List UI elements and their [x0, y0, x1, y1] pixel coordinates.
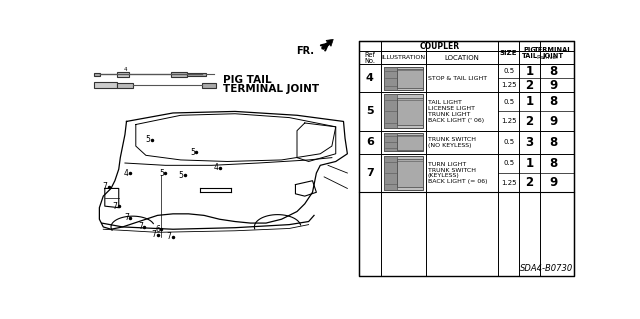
Bar — [397, 69, 422, 87]
Text: FR.: FR. — [296, 46, 314, 56]
Text: 0.5: 0.5 — [503, 139, 514, 145]
Text: 8: 8 — [549, 136, 557, 149]
Text: PIG TAIL: PIG TAIL — [223, 75, 272, 85]
Text: 4: 4 — [124, 168, 129, 178]
Bar — [384, 67, 422, 90]
Text: 6: 6 — [155, 225, 160, 234]
Text: 9: 9 — [549, 176, 557, 189]
Text: TRUNK SWITCH
(NO KEYLESS): TRUNK SWITCH (NO KEYLESS) — [428, 137, 476, 148]
Bar — [94, 82, 117, 88]
Text: TURN LIGHT
TRUNK SWITCH
(KEYLESS)
BACK LIGHT (= 06): TURN LIGHT TRUNK SWITCH (KEYLESS) BACK L… — [428, 162, 488, 184]
Text: SDA4-B0730: SDA4-B0730 — [520, 264, 573, 273]
Bar — [187, 73, 206, 76]
Text: 7: 7 — [166, 233, 172, 241]
Text: 2: 2 — [525, 79, 534, 92]
Text: 3: 3 — [525, 136, 534, 149]
Text: 7: 7 — [138, 222, 143, 231]
Text: TAIL LIGHT
LICENSE LIGHT
TRUNK LIGHT
BACK LIGHT (' 06): TAIL LIGHT LICENSE LIGHT TRUNK LIGHT BAC… — [428, 100, 484, 122]
Bar — [384, 133, 397, 152]
Bar — [202, 83, 216, 88]
Text: 0.5: 0.5 — [503, 99, 514, 105]
Text: 4: 4 — [124, 67, 127, 72]
Bar — [117, 83, 132, 87]
Bar — [397, 160, 422, 187]
Bar — [384, 67, 397, 90]
Text: 1: 1 — [525, 157, 534, 170]
Text: TERMINAL
JOINT: TERMINAL JOINT — [534, 47, 572, 59]
Bar — [397, 135, 422, 150]
Text: 7: 7 — [151, 230, 156, 239]
Text: ILLUSTRATION: ILLUSTRATION — [381, 56, 425, 60]
Text: 5: 5 — [179, 171, 183, 180]
Bar — [172, 72, 187, 77]
Text: 7: 7 — [102, 182, 108, 191]
Text: 5: 5 — [366, 107, 374, 116]
Text: 1: 1 — [525, 65, 534, 78]
Text: STOP & TAIL LIGHT: STOP & TAIL LIGHT — [428, 76, 487, 81]
Text: 4: 4 — [366, 73, 374, 83]
Text: 1.25: 1.25 — [501, 180, 516, 186]
Text: TERMINAL JOINT: TERMINAL JOINT — [223, 84, 319, 94]
Bar — [117, 72, 129, 77]
Bar — [397, 98, 422, 125]
Text: 8: 8 — [549, 95, 557, 108]
Bar — [384, 156, 422, 190]
Text: Ref
No.: Ref No. — [364, 52, 375, 64]
Text: COUPLER: COUPLER — [419, 42, 460, 51]
Text: 5: 5 — [159, 168, 164, 178]
Text: SIZE: SIZE — [500, 50, 517, 56]
Text: 0.5: 0.5 — [503, 68, 514, 74]
Bar — [384, 94, 397, 128]
Text: 8: 8 — [549, 65, 557, 78]
Text: 9: 9 — [549, 79, 557, 92]
Bar — [94, 72, 100, 76]
Bar — [384, 133, 422, 152]
Text: 6: 6 — [366, 137, 374, 147]
Text: 4: 4 — [213, 163, 218, 172]
Text: 1: 1 — [525, 95, 534, 108]
Text: 7: 7 — [113, 202, 117, 211]
Bar — [384, 156, 397, 190]
Bar — [384, 94, 422, 128]
Bar — [359, 41, 575, 276]
Text: 5: 5 — [190, 148, 195, 157]
Text: 8: 8 — [549, 157, 557, 170]
Text: 7: 7 — [366, 168, 374, 178]
Text: Ref.No.: Ref.No. — [536, 56, 558, 60]
Text: 2: 2 — [525, 176, 534, 189]
Text: 2: 2 — [525, 115, 534, 128]
Text: PIG
TAIL: PIG TAIL — [522, 47, 538, 59]
Text: 9: 9 — [549, 115, 557, 128]
Text: 1.25: 1.25 — [501, 82, 516, 88]
Text: 5: 5 — [146, 136, 150, 145]
Text: 7: 7 — [124, 213, 129, 222]
Text: 1.25: 1.25 — [501, 118, 516, 124]
Text: 0.5: 0.5 — [503, 160, 514, 167]
Polygon shape — [321, 39, 333, 49]
Text: LOCATION: LOCATION — [444, 55, 479, 61]
